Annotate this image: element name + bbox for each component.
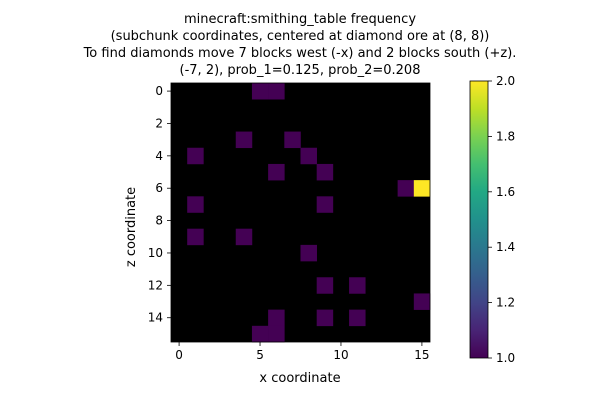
heatmap-cell	[187, 147, 204, 165]
x-axis: 0 5 10 15	[175, 342, 430, 362]
heatmap-cell	[187, 196, 204, 213]
y-tick-label: 6	[155, 181, 163, 195]
x-tick-label: 15	[414, 348, 429, 362]
heatmap-cell	[235, 228, 253, 246]
y-tick-label: 14	[148, 311, 163, 325]
chart-title-line-2: (subchunk coordinates, centered at diamo…	[110, 29, 490, 44]
plot-frame	[170, 82, 431, 343]
heatmap-plot-area	[170, 82, 431, 343]
y-axis: 0 2 4 6 8 10 12 14	[148, 84, 171, 325]
colorbar-tick-label: 1.8	[496, 129, 515, 143]
chart-title-line-4: (-7, 2), prob_1=0.125, prob_2=0.208	[179, 63, 421, 78]
heatmap-cell	[251, 83, 269, 100]
x-tick-label: 0	[175, 348, 183, 362]
chart-title-line-3: To find diamonds move 7 blocks west (-x)…	[83, 46, 517, 61]
heatmap-cell	[413, 293, 431, 310]
colorbar	[469, 80, 489, 359]
colorbar-tick-label: 2.0	[496, 74, 515, 88]
heatmap-cell	[316, 196, 334, 213]
colorbar-tick-label: 1.0	[496, 351, 515, 365]
y-tick-label: 8	[155, 214, 163, 228]
heatmap-cell	[268, 325, 285, 343]
heatmap-cell	[268, 83, 285, 100]
heatmap-cell	[349, 309, 366, 327]
x-tick-label: 10	[333, 348, 348, 362]
y-tick-label: 2	[155, 116, 163, 130]
heatmap-cell	[316, 277, 334, 294]
heatmap-cell	[268, 163, 285, 181]
y-tick-label: 0	[155, 84, 163, 98]
x-tick-label: 5	[256, 348, 264, 362]
heatmap-cell	[397, 180, 415, 197]
colorbar-tick-label: 1.6	[496, 185, 515, 199]
colorbar-tick-label: 1.2	[496, 296, 515, 310]
colorbar-tick-label: 1.4	[496, 240, 515, 254]
heatmap-cell	[251, 325, 269, 343]
y-tick-label: 12	[148, 278, 163, 292]
x-axis-label: x coordinate	[259, 371, 340, 386]
heatmap-cell	[349, 277, 366, 294]
chart-title-line-1: minecraft:smithing_table frequency	[183, 12, 417, 27]
y-axis-label: z coordinate	[124, 187, 139, 267]
heatmap-cell	[268, 309, 285, 327]
heatmap-cell	[235, 131, 253, 149]
heatmap-cell	[187, 228, 204, 246]
heatmap-cell	[316, 163, 334, 181]
heatmap-cell	[300, 244, 317, 262]
y-tick-label: 10	[148, 246, 163, 260]
heatmap-cell	[413, 180, 431, 197]
colorbar-axis: 1.0 1.2 1.4 1.6 1.8 2.0	[488, 74, 515, 365]
heatmap-cell	[284, 131, 301, 149]
heatmap-background	[171, 83, 430, 342]
heatmap-cell	[300, 147, 317, 165]
y-tick-label: 4	[155, 149, 163, 163]
heatmap-cell	[316, 309, 334, 327]
